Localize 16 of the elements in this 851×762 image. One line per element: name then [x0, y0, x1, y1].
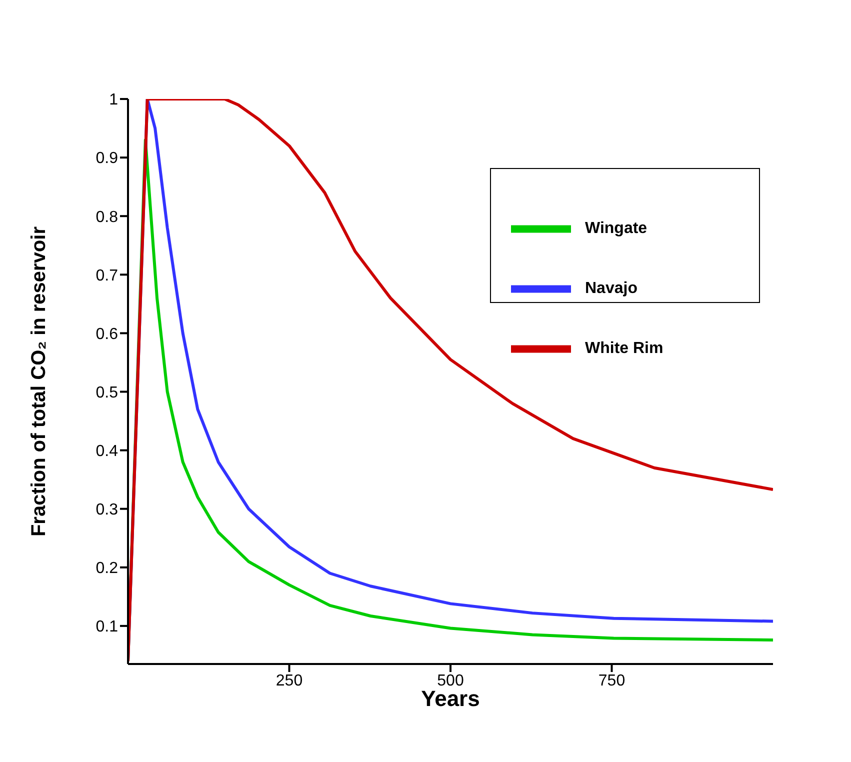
x-tick-label: 750 [598, 672, 626, 690]
y-tick-label: 0.7 [96, 267, 118, 284]
legend-label: Navajo [585, 280, 638, 298]
y-tick-label: 0.8 [96, 208, 118, 226]
y-tick-label: 0.9 [96, 150, 118, 168]
legend-label: White Rim [585, 340, 664, 358]
y-tick-label: 1 [109, 92, 118, 109]
x-tick-label: 250 [276, 672, 303, 690]
legend-label: Wingate [585, 220, 648, 238]
y-tick-label: 0.3 [96, 502, 118, 519]
y-axis-title: Fraction of total CO₂ in reservoir [28, 226, 50, 537]
y-tick-label: 0.6 [96, 326, 118, 343]
y-tick-label: 0.4 [96, 442, 118, 460]
y-tick-label: 0.2 [96, 560, 118, 578]
y-tick-label: 0.1 [96, 618, 118, 636]
y-tick-label: 0.5 [96, 384, 118, 402]
